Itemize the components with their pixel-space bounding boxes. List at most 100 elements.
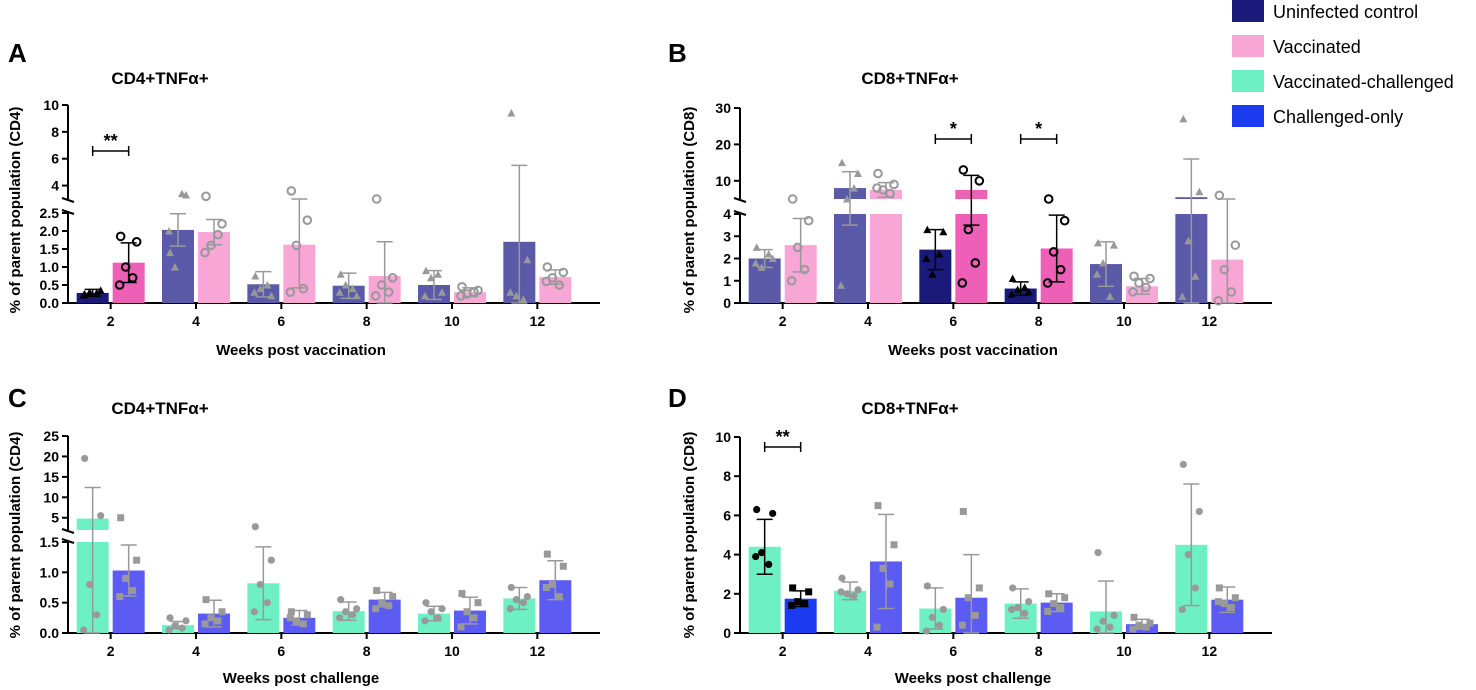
data-point [958,621,966,629]
x-tick-label: 8 [1035,643,1043,659]
data-point [385,602,393,610]
data-point [958,165,969,175]
x-tick-label: 8 [1035,313,1043,329]
data-point [349,611,357,619]
data-point [939,227,948,236]
data-point [129,587,137,595]
data-point [507,109,516,117]
y-axis-label: % of parent population (CD4) [7,107,24,314]
data-point [1094,238,1102,247]
data-point [1214,190,1225,201]
data-point [523,255,532,264]
x-tick-label: 12 [1202,313,1218,329]
data-point [1099,258,1107,267]
x-axis-label: Weeks post challenge [895,670,1051,687]
y-tick-label: 10 [43,97,59,113]
data-point [957,278,968,288]
legend-label: Vaccinated [1273,37,1361,57]
data-point [217,219,227,229]
data-point [458,590,466,598]
data-point [889,179,899,190]
y-tick-label: 20 [43,448,59,464]
data-point [1021,609,1029,618]
data-point [302,215,313,225]
data-point [1141,282,1151,293]
data-point [751,258,760,267]
panel-b: B CD8+TNFα+ Weeks post vaccination % of par… [668,38,1272,359]
legend-label: Vaccinated-challenged [1273,72,1454,92]
data-point [131,237,142,247]
data-point [1215,584,1223,592]
data-point [427,608,435,616]
data-point [1093,625,1101,633]
data-point [127,273,138,283]
data-point [1048,247,1059,257]
x-tick-label: 12 [530,643,546,659]
data-point [854,586,862,594]
data-point [206,240,216,251]
data-point [838,574,846,582]
x-tick-label: 12 [530,313,546,329]
data-point [353,605,361,613]
data-point [457,282,467,292]
data-point [171,263,179,271]
data-point [372,605,380,613]
data-point [291,240,302,251]
data-point [341,281,350,289]
y-tick-label: 2.5 [40,205,60,221]
data-point [434,270,442,278]
data-point [298,283,309,294]
data-point [959,507,967,515]
data-point [376,280,387,290]
data-point [843,195,851,203]
x-tick-label: 10 [1116,313,1132,329]
data-point [474,599,482,607]
data-point [506,605,514,613]
data-point [1061,594,1069,602]
y-tick-label: 6 [723,507,731,523]
y-tick-label: 10 [715,173,731,189]
data-point [166,248,174,257]
panel-d: D CD8+TNFα+ Weeks post challenge % of paren… [668,383,1272,687]
data-point [292,617,300,625]
y-tick-label: 4 [51,178,59,194]
data-point [352,291,361,300]
data-point [507,583,515,592]
significance-label: * [1035,119,1042,139]
data-point [286,614,294,622]
x-tick-label: 6 [277,313,285,329]
data-point [548,580,556,588]
y-tick-label: 0 [723,625,731,641]
y-tick-label: 1.0 [40,259,60,275]
data-point [299,620,307,628]
data-point [838,158,846,167]
data-point [1184,551,1192,559]
data-point [922,254,931,262]
data-point [114,280,125,290]
data-point [337,596,345,604]
data-point [97,512,105,520]
data-point [81,454,89,463]
data-point [1191,272,1200,280]
data-point [1213,295,1224,306]
x-tick-label: 6 [277,643,285,659]
legend-label: Uninfected control [1273,2,1418,22]
panel-letter: D [668,383,687,413]
data-point [890,541,898,549]
data-point [370,291,381,301]
data-point [1008,274,1017,283]
chart-title: CD4+TNFα+ [111,399,208,418]
panel-a: A CD4+TNFα+ Weeks post vaccination % of par… [7,38,600,359]
data-point [1130,613,1138,621]
y-tick-label: 3 [723,228,731,244]
x-axis-label: Weeks post vaccination [216,342,386,359]
data-point [1145,273,1155,284]
y-tick-label: 2 [723,251,731,267]
data-point [1146,619,1154,627]
bar [870,214,902,303]
y-tick-label: 10 [43,489,59,505]
data-point [1110,611,1118,619]
data-point [801,600,809,608]
data-point [1142,623,1150,631]
data-point [202,596,210,604]
